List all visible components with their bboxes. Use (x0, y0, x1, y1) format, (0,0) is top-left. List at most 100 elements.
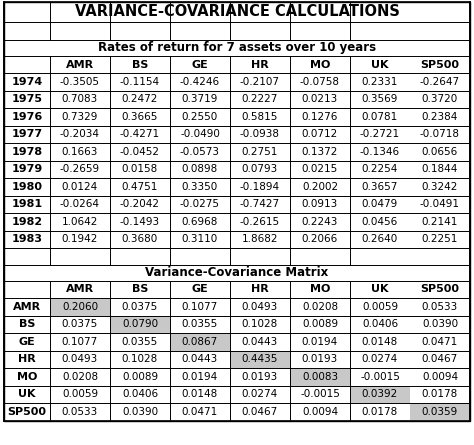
Text: 0.3657: 0.3657 (362, 182, 398, 192)
Text: HR: HR (18, 354, 36, 364)
Bar (410, 403, 470, 421)
Text: 0.0392: 0.0392 (362, 389, 398, 399)
Text: 0.0443: 0.0443 (242, 337, 278, 347)
Text: 0.2227: 0.2227 (242, 94, 278, 104)
Text: 1.0642: 1.0642 (62, 217, 98, 227)
Text: 0.0094: 0.0094 (302, 407, 338, 417)
Text: -0.0452: -0.0452 (120, 147, 160, 157)
Text: 0.2472: 0.2472 (122, 94, 158, 104)
Text: 0.1276: 0.1276 (302, 112, 338, 122)
Text: 0.2066: 0.2066 (302, 234, 338, 244)
Text: GE: GE (191, 60, 209, 69)
Text: -0.0490: -0.0490 (180, 129, 220, 139)
Text: HR: HR (251, 60, 269, 69)
Text: MO: MO (17, 372, 37, 382)
Text: 0.1844: 0.1844 (422, 164, 458, 174)
Text: 0.0194: 0.0194 (182, 372, 218, 382)
Text: UK: UK (371, 60, 389, 69)
Bar (350, 385, 410, 403)
Text: -0.0491: -0.0491 (420, 199, 460, 209)
Text: 0.0793: 0.0793 (242, 164, 278, 174)
Text: 0.7329: 0.7329 (62, 112, 98, 122)
Text: 0.0208: 0.0208 (62, 372, 98, 382)
Text: 1981: 1981 (11, 199, 43, 209)
Text: AMR: AMR (66, 284, 94, 295)
Text: 0.0443: 0.0443 (182, 354, 218, 364)
Text: 0.0274: 0.0274 (362, 354, 398, 364)
Text: GE: GE (191, 284, 209, 295)
Text: 0.2751: 0.2751 (242, 147, 278, 157)
Text: 0.0178: 0.0178 (362, 407, 398, 417)
Text: 0.3350: 0.3350 (182, 182, 218, 192)
Text: 0.1663: 0.1663 (62, 147, 98, 157)
Text: 0.0456: 0.0456 (362, 217, 398, 227)
Text: 0.0194: 0.0194 (302, 337, 338, 347)
Text: 0.1028: 0.1028 (242, 319, 278, 329)
Text: 1978: 1978 (11, 147, 43, 157)
Text: 0.2640: 0.2640 (362, 234, 398, 244)
Text: 0.0355: 0.0355 (182, 319, 218, 329)
Text: 1982: 1982 (11, 217, 43, 227)
Text: 0.0867: 0.0867 (182, 337, 218, 347)
Bar (50, 298, 110, 316)
Text: 0.1077: 0.1077 (62, 337, 98, 347)
Text: 0.3569: 0.3569 (362, 94, 398, 104)
Text: 0.2550: 0.2550 (182, 112, 218, 122)
Text: 0.0089: 0.0089 (122, 372, 158, 382)
Text: 0.0148: 0.0148 (362, 337, 398, 347)
Text: 0.2060: 0.2060 (62, 302, 98, 312)
Text: -0.2647: -0.2647 (420, 77, 460, 87)
Text: -0.1894: -0.1894 (240, 182, 280, 192)
Text: SP500: SP500 (420, 60, 459, 69)
Bar (110, 316, 170, 333)
Text: 1983: 1983 (11, 234, 43, 244)
Text: -0.4246: -0.4246 (180, 77, 220, 87)
Text: 0.0493: 0.0493 (62, 354, 98, 364)
Text: -0.2107: -0.2107 (240, 77, 280, 87)
Text: 0.0148: 0.0148 (182, 389, 218, 399)
Text: 0.2384: 0.2384 (422, 112, 458, 122)
Text: AMR: AMR (13, 302, 41, 312)
Text: Rates of return for 7 assets over 10 years: Rates of return for 7 assets over 10 yea… (98, 41, 376, 54)
Text: -0.0718: -0.0718 (420, 129, 460, 139)
Text: 0.2254: 0.2254 (362, 164, 398, 174)
Text: SP500: SP500 (8, 407, 46, 417)
Text: 1975: 1975 (11, 94, 43, 104)
Text: 0.0790: 0.0790 (122, 319, 158, 329)
Text: 0.6968: 0.6968 (182, 217, 218, 227)
Text: 0.4751: 0.4751 (122, 182, 158, 192)
Text: -0.7427: -0.7427 (240, 199, 280, 209)
Text: 0.0533: 0.0533 (62, 407, 98, 417)
Text: UK: UK (371, 284, 389, 295)
Text: 0.0467: 0.0467 (422, 354, 458, 364)
Text: 0.0656: 0.0656 (422, 147, 458, 157)
Bar (230, 351, 290, 368)
Text: VARIANCE-COVARIANCE CALCULATIONS: VARIANCE-COVARIANCE CALCULATIONS (74, 4, 400, 20)
Text: -0.0015: -0.0015 (360, 372, 400, 382)
Text: 0.2002: 0.2002 (302, 182, 338, 192)
Text: 0.0471: 0.0471 (422, 337, 458, 347)
Text: -0.0573: -0.0573 (180, 147, 220, 157)
Text: -0.0015: -0.0015 (300, 389, 340, 399)
Text: 0.0406: 0.0406 (122, 389, 158, 399)
Text: 0.1028: 0.1028 (122, 354, 158, 364)
Text: 0.1372: 0.1372 (302, 147, 338, 157)
Text: 1974: 1974 (11, 77, 43, 87)
Text: UK: UK (18, 389, 36, 399)
Text: 0.0533: 0.0533 (422, 302, 458, 312)
Text: 0.0913: 0.0913 (302, 199, 338, 209)
Text: -0.0758: -0.0758 (300, 77, 340, 87)
Text: -0.0275: -0.0275 (180, 199, 220, 209)
Text: 0.0479: 0.0479 (362, 199, 398, 209)
Text: HR: HR (251, 284, 269, 295)
Text: 0.0083: 0.0083 (302, 372, 338, 382)
Text: MO: MO (310, 284, 330, 295)
Text: 0.0493: 0.0493 (242, 302, 278, 312)
Bar (290, 368, 350, 385)
Text: 0.2251: 0.2251 (422, 234, 458, 244)
Text: GE: GE (18, 337, 36, 347)
Text: 0.2331: 0.2331 (362, 77, 398, 87)
Text: -0.3505: -0.3505 (60, 77, 100, 87)
Text: 0.0406: 0.0406 (362, 319, 398, 329)
Text: BS: BS (132, 60, 148, 69)
